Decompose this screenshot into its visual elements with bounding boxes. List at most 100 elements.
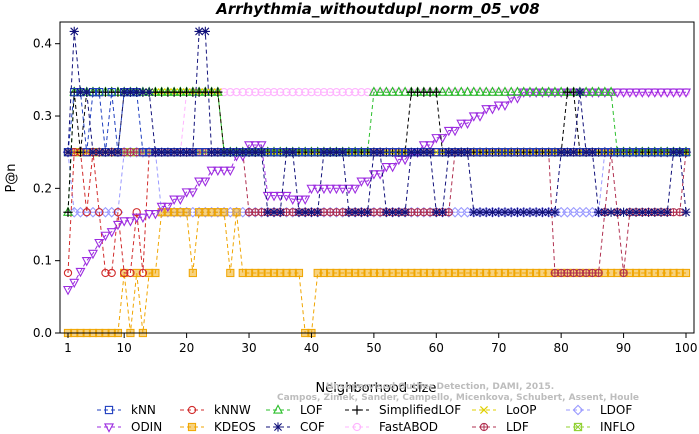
point-cof — [656, 207, 666, 217]
legend-marker — [272, 404, 284, 414]
x-tick-label: 10 — [117, 341, 132, 355]
point-odin — [462, 119, 473, 130]
point-cof — [475, 207, 485, 217]
point-cof — [662, 207, 672, 217]
point-lof — [381, 86, 392, 96]
y-tick-label: 0.3 — [33, 109, 52, 123]
point-odin — [244, 141, 255, 151]
point-cof — [650, 207, 660, 217]
point-knn — [488, 148, 497, 157]
y-axis-label: P@n — [4, 163, 19, 192]
legend-item-inflo: INFLO — [566, 420, 635, 434]
point-kdeos — [232, 208, 241, 217]
point-cof — [594, 207, 604, 217]
point-cof — [481, 207, 491, 217]
point-odin — [499, 101, 510, 111]
point-cof — [575, 87, 585, 97]
point-cof — [419, 147, 429, 157]
legend-marker — [187, 422, 197, 432]
point-cof — [625, 207, 635, 217]
point-cof — [94, 147, 104, 157]
series-loop — [63, 88, 691, 157]
point-knn — [519, 148, 528, 157]
point-cof — [63, 147, 73, 157]
point-odin — [131, 213, 142, 224]
point-kdeos — [182, 208, 191, 217]
point-cof — [581, 147, 591, 157]
point-knn — [544, 148, 553, 157]
point-kdeos — [151, 268, 160, 278]
point-cof — [381, 207, 391, 217]
point-knn — [269, 148, 279, 157]
point-lof — [443, 86, 454, 96]
point-cof — [556, 147, 566, 157]
point-cof — [294, 207, 304, 217]
point-fastabod — [263, 88, 272, 97]
point-fastabod — [226, 88, 235, 97]
point-cof — [69, 26, 79, 37]
point-odin — [75, 267, 86, 278]
point-fastabod — [244, 88, 254, 97]
point-fastabod — [276, 88, 285, 97]
point-lof — [524, 86, 535, 96]
point-odin — [375, 170, 386, 180]
point-odin — [212, 166, 223, 177]
legend-item-simplifiedlof: SimplifiedLOF — [345, 403, 461, 417]
point-knn — [494, 148, 503, 157]
point-cof — [425, 147, 435, 157]
point-cof — [544, 207, 554, 217]
point-cof — [612, 207, 622, 217]
point-cof — [437, 207, 448, 217]
legend-item-knn: kNN — [97, 403, 156, 417]
point-cof — [519, 207, 529, 217]
point-knn — [475, 148, 485, 157]
point-cof — [163, 147, 173, 157]
point-knnw — [63, 268, 73, 278]
point-lof — [437, 86, 448, 96]
x-axis-label: Neighborhood size — [316, 381, 437, 396]
point-lof — [581, 86, 592, 96]
y-tick-label: 0.1 — [33, 254, 52, 268]
point-fastabod — [288, 88, 297, 97]
point-odin — [250, 141, 261, 151]
series-layer — [62, 26, 692, 338]
point-kdeos — [219, 208, 229, 217]
point-odin — [543, 88, 554, 98]
point-cof — [338, 147, 348, 157]
legend-item-lof: LOF — [266, 403, 323, 417]
point-odin — [137, 213, 148, 224]
x-tick-label: 30 — [241, 341, 256, 355]
point-cof — [194, 26, 204, 37]
point-fastabod — [313, 88, 322, 97]
point-cof — [506, 207, 516, 217]
point-odin — [481, 105, 492, 115]
point-knnw — [82, 208, 91, 217]
point-knn — [638, 148, 647, 157]
point-cof — [88, 147, 98, 157]
point-odin — [468, 112, 479, 122]
point-kdeos — [681, 268, 691, 278]
point-odin — [206, 166, 217, 177]
point-lof — [499, 86, 510, 96]
legend: kNN kNNW LOF SimplifiedLOF LoOP LDOF ODIN KDEOS… — [97, 403, 635, 434]
point-cof — [319, 147, 329, 157]
point-knn — [301, 148, 310, 157]
point-cof — [606, 207, 616, 217]
point-odin — [150, 210, 161, 220]
point-simplifiedlof — [63, 207, 73, 217]
point-fastabod — [326, 88, 335, 97]
point-cof — [281, 147, 292, 157]
point-odin — [125, 217, 136, 227]
point-cof — [231, 147, 242, 157]
point-knn — [95, 88, 104, 97]
point-cof — [325, 147, 335, 157]
point-cof — [681, 207, 691, 217]
point-cof — [256, 147, 267, 157]
point-cof — [157, 147, 167, 157]
point-cof — [82, 87, 92, 97]
point-cof — [344, 207, 354, 217]
legend-label: kNNW — [214, 403, 251, 417]
point-fastabod — [232, 88, 241, 97]
point-lof — [481, 86, 492, 96]
point-odin — [418, 141, 429, 151]
